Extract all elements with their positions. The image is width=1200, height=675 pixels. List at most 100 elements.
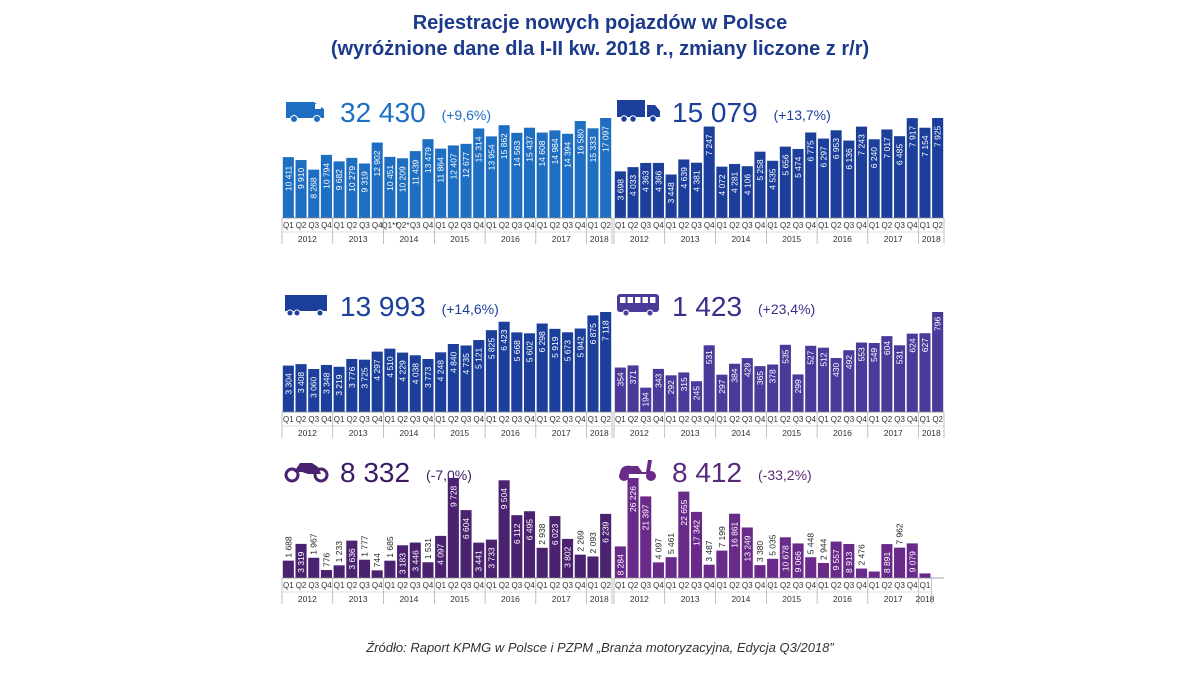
bar [562, 332, 574, 412]
bar [523, 127, 536, 218]
data-label: 531 [704, 350, 714, 364]
tick-label: Q3 [691, 415, 702, 424]
tick-label: Q1 [717, 581, 728, 590]
bar [729, 163, 741, 218]
tick-label: Q3 [461, 415, 472, 424]
data-label: 10 451 [385, 165, 395, 191]
van-icon [286, 102, 324, 123]
bar [282, 157, 294, 218]
bar [397, 158, 409, 218]
tick-label: Q2 [678, 221, 689, 230]
tick-label: Q1 [920, 581, 931, 590]
tick-label: Q1 [869, 415, 880, 424]
data-label: 365 [755, 371, 765, 385]
data-label: 492 [844, 355, 854, 369]
data-label: 6 023 [550, 524, 560, 546]
bar [817, 347, 829, 412]
bar [855, 342, 868, 412]
bar [409, 542, 421, 578]
bar [767, 364, 779, 412]
tick-label: Q1 [537, 581, 548, 590]
bus-icon [617, 294, 659, 317]
bar [498, 321, 510, 412]
data-label: 9 504 [499, 488, 509, 510]
vans-bars: 10 411 9 910 8 268 10 794 9 682 10 279 9 31912… [282, 118, 612, 218]
data-label: 512 [818, 352, 828, 366]
year-label: 2018 [922, 234, 941, 244]
data-label: 6 136 [844, 148, 854, 170]
year-label: 2015 [782, 594, 801, 604]
bar [741, 527, 753, 578]
tick-label: Q1 [435, 415, 446, 424]
data-label: 3 408 [296, 372, 306, 394]
data-label: 3 776 [347, 366, 357, 388]
year-label: 2017 [552, 234, 571, 244]
tick-label: Q2 [678, 581, 689, 590]
year-label: 2018 [916, 594, 935, 604]
year-label: 2014 [399, 594, 418, 604]
bar [422, 562, 434, 578]
data-label: 627 [920, 338, 930, 352]
tick-label: Q2 [550, 221, 561, 230]
source-note: Źródło: Raport KPMG w Polsce i PZPM „Bra… [366, 640, 834, 655]
bar [333, 161, 345, 218]
tick-label: Q2 [499, 221, 510, 230]
data-label: 4 381 [692, 170, 702, 192]
tick-label: Q1 [767, 581, 778, 590]
tick-label: Q4 [805, 221, 816, 230]
data-label: 2 269 [575, 530, 585, 552]
tick-label: Q3 [511, 581, 522, 590]
motorcycles-quarter-labels: Q1 Q2 Q3 Q4 Q1 Q2 Q3 Q4 Q1 Q2 Q3 Q4 Q1 Q2 Q3 Q4 Q1 Q2 Q3 Q4… [283, 581, 612, 590]
year-label: 2013 [349, 594, 368, 604]
data-label: 1 233 [334, 541, 344, 563]
data-label: 1 531 [423, 538, 433, 560]
tick-label: Q1 [334, 581, 345, 590]
bar [729, 513, 741, 578]
data-label: 7 925 [933, 125, 943, 147]
tick-label: Q4 [321, 415, 332, 424]
tick-label: Q2 [831, 581, 842, 590]
bar [843, 350, 855, 412]
data-label: 9 682 [334, 169, 344, 191]
bar [358, 359, 371, 412]
bar [716, 166, 728, 218]
data-label: 5 602 [525, 341, 535, 363]
data-label: 3 802 [563, 546, 573, 568]
data-label: 21 397 [641, 504, 651, 530]
tick-label: Q3 [308, 581, 319, 590]
data-label: 1 688 [283, 536, 293, 558]
vans-change: (+9,6%) [442, 107, 491, 123]
tick-label: Q2 [729, 415, 740, 424]
year-label: 2015 [782, 234, 801, 244]
tick-label: Q3 [793, 221, 804, 230]
tick-label: Q1 [486, 415, 497, 424]
bar [767, 160, 779, 218]
tick-label: Q2 [729, 581, 740, 590]
data-label: 3 060 [309, 376, 319, 398]
data-label: 371 [628, 370, 638, 384]
data-label: 6 775 [806, 140, 816, 162]
bar [665, 174, 677, 218]
data-label: 16 861 [730, 521, 740, 547]
bar [690, 381, 703, 412]
tick-label: Q4 [575, 221, 586, 230]
data-label: 5 258 [755, 159, 765, 181]
data-label: 4 297 [372, 359, 382, 381]
bar [498, 125, 510, 218]
trucks-year-labels: 2012 2013 2014 2015 2016 2017 2018 [613, 218, 945, 244]
data-label: 6 423 [499, 329, 509, 351]
data-label: 5 942 [575, 336, 585, 358]
panel-mopeds: 8 412 (-33,2%) 8 284 26 226 21 397 4 097 5 461… [613, 448, 944, 616]
tick-label: Q2 [882, 221, 893, 230]
panel-vans: 32 430 (+9,6%) 10 411 9 910 8 268 10 794 9 682… [281, 88, 613, 256]
data-label: 13 249 [742, 535, 752, 561]
bar [536, 323, 548, 412]
tick-label: Q4 [856, 581, 867, 590]
bar [460, 510, 472, 578]
bar [308, 557, 320, 578]
bar [779, 146, 791, 218]
data-label: 4 229 [398, 360, 408, 382]
tick-label: Q3 [308, 221, 319, 230]
tick-label: Q1 [486, 581, 497, 590]
